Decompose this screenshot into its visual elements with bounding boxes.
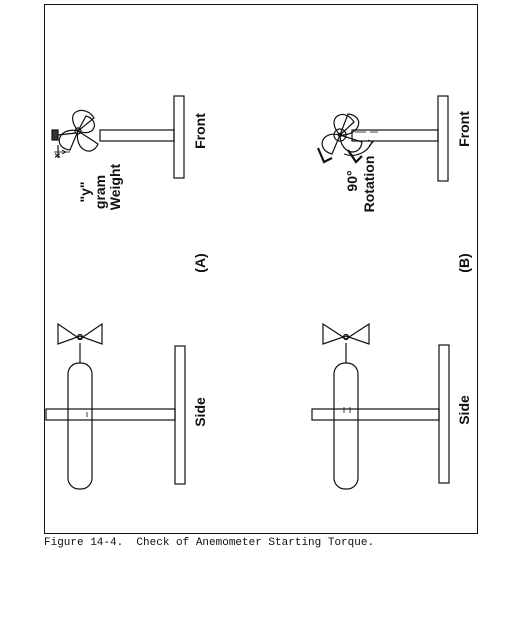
weight-label-line2: gram bbox=[92, 175, 108, 209]
front-view-a bbox=[51, 95, 185, 179]
side-b-body bbox=[333, 362, 359, 490]
figure-caption: Figure 14-4. Check of Anemometer Startin… bbox=[44, 537, 375, 549]
side-b-label: Side bbox=[456, 395, 472, 425]
front-a-label: Front bbox=[192, 113, 208, 149]
weight-label-line3: Weight bbox=[107, 163, 123, 210]
front-a-base-plate bbox=[173, 95, 185, 179]
side-b-base-plate bbox=[438, 344, 450, 484]
front-b-stem bbox=[351, 129, 439, 142]
front-a-weight-arm bbox=[57, 132, 77, 136]
front-b-base-plate bbox=[437, 95, 449, 182]
panel-b-label: (B) bbox=[456, 253, 472, 272]
front-a-propeller bbox=[58, 109, 99, 152]
side-a-body bbox=[67, 362, 93, 490]
front-b-label: Front bbox=[456, 111, 472, 147]
side-a-crossbar bbox=[45, 408, 176, 421]
front-a-stem bbox=[99, 129, 175, 142]
side-view-b bbox=[311, 322, 450, 490]
side-a-label: Side bbox=[192, 397, 208, 427]
front-view-b bbox=[316, 95, 449, 182]
rotation-arc bbox=[343, 141, 373, 157]
rotation-label-line1: 90° bbox=[344, 170, 360, 191]
front-a-weight-block bbox=[51, 129, 59, 141]
weight-label-line1: "y" bbox=[77, 181, 93, 202]
front-b-propeller bbox=[321, 113, 363, 155]
side-view-a bbox=[45, 322, 186, 490]
figure-frame bbox=[44, 4, 478, 534]
side-b-crossbar bbox=[311, 408, 440, 421]
side-a-base-plate bbox=[174, 345, 186, 485]
panel-a-label: (A) bbox=[192, 253, 208, 272]
x-label: x bbox=[52, 153, 62, 158]
rotation-label-line2: Rotation bbox=[361, 156, 377, 213]
